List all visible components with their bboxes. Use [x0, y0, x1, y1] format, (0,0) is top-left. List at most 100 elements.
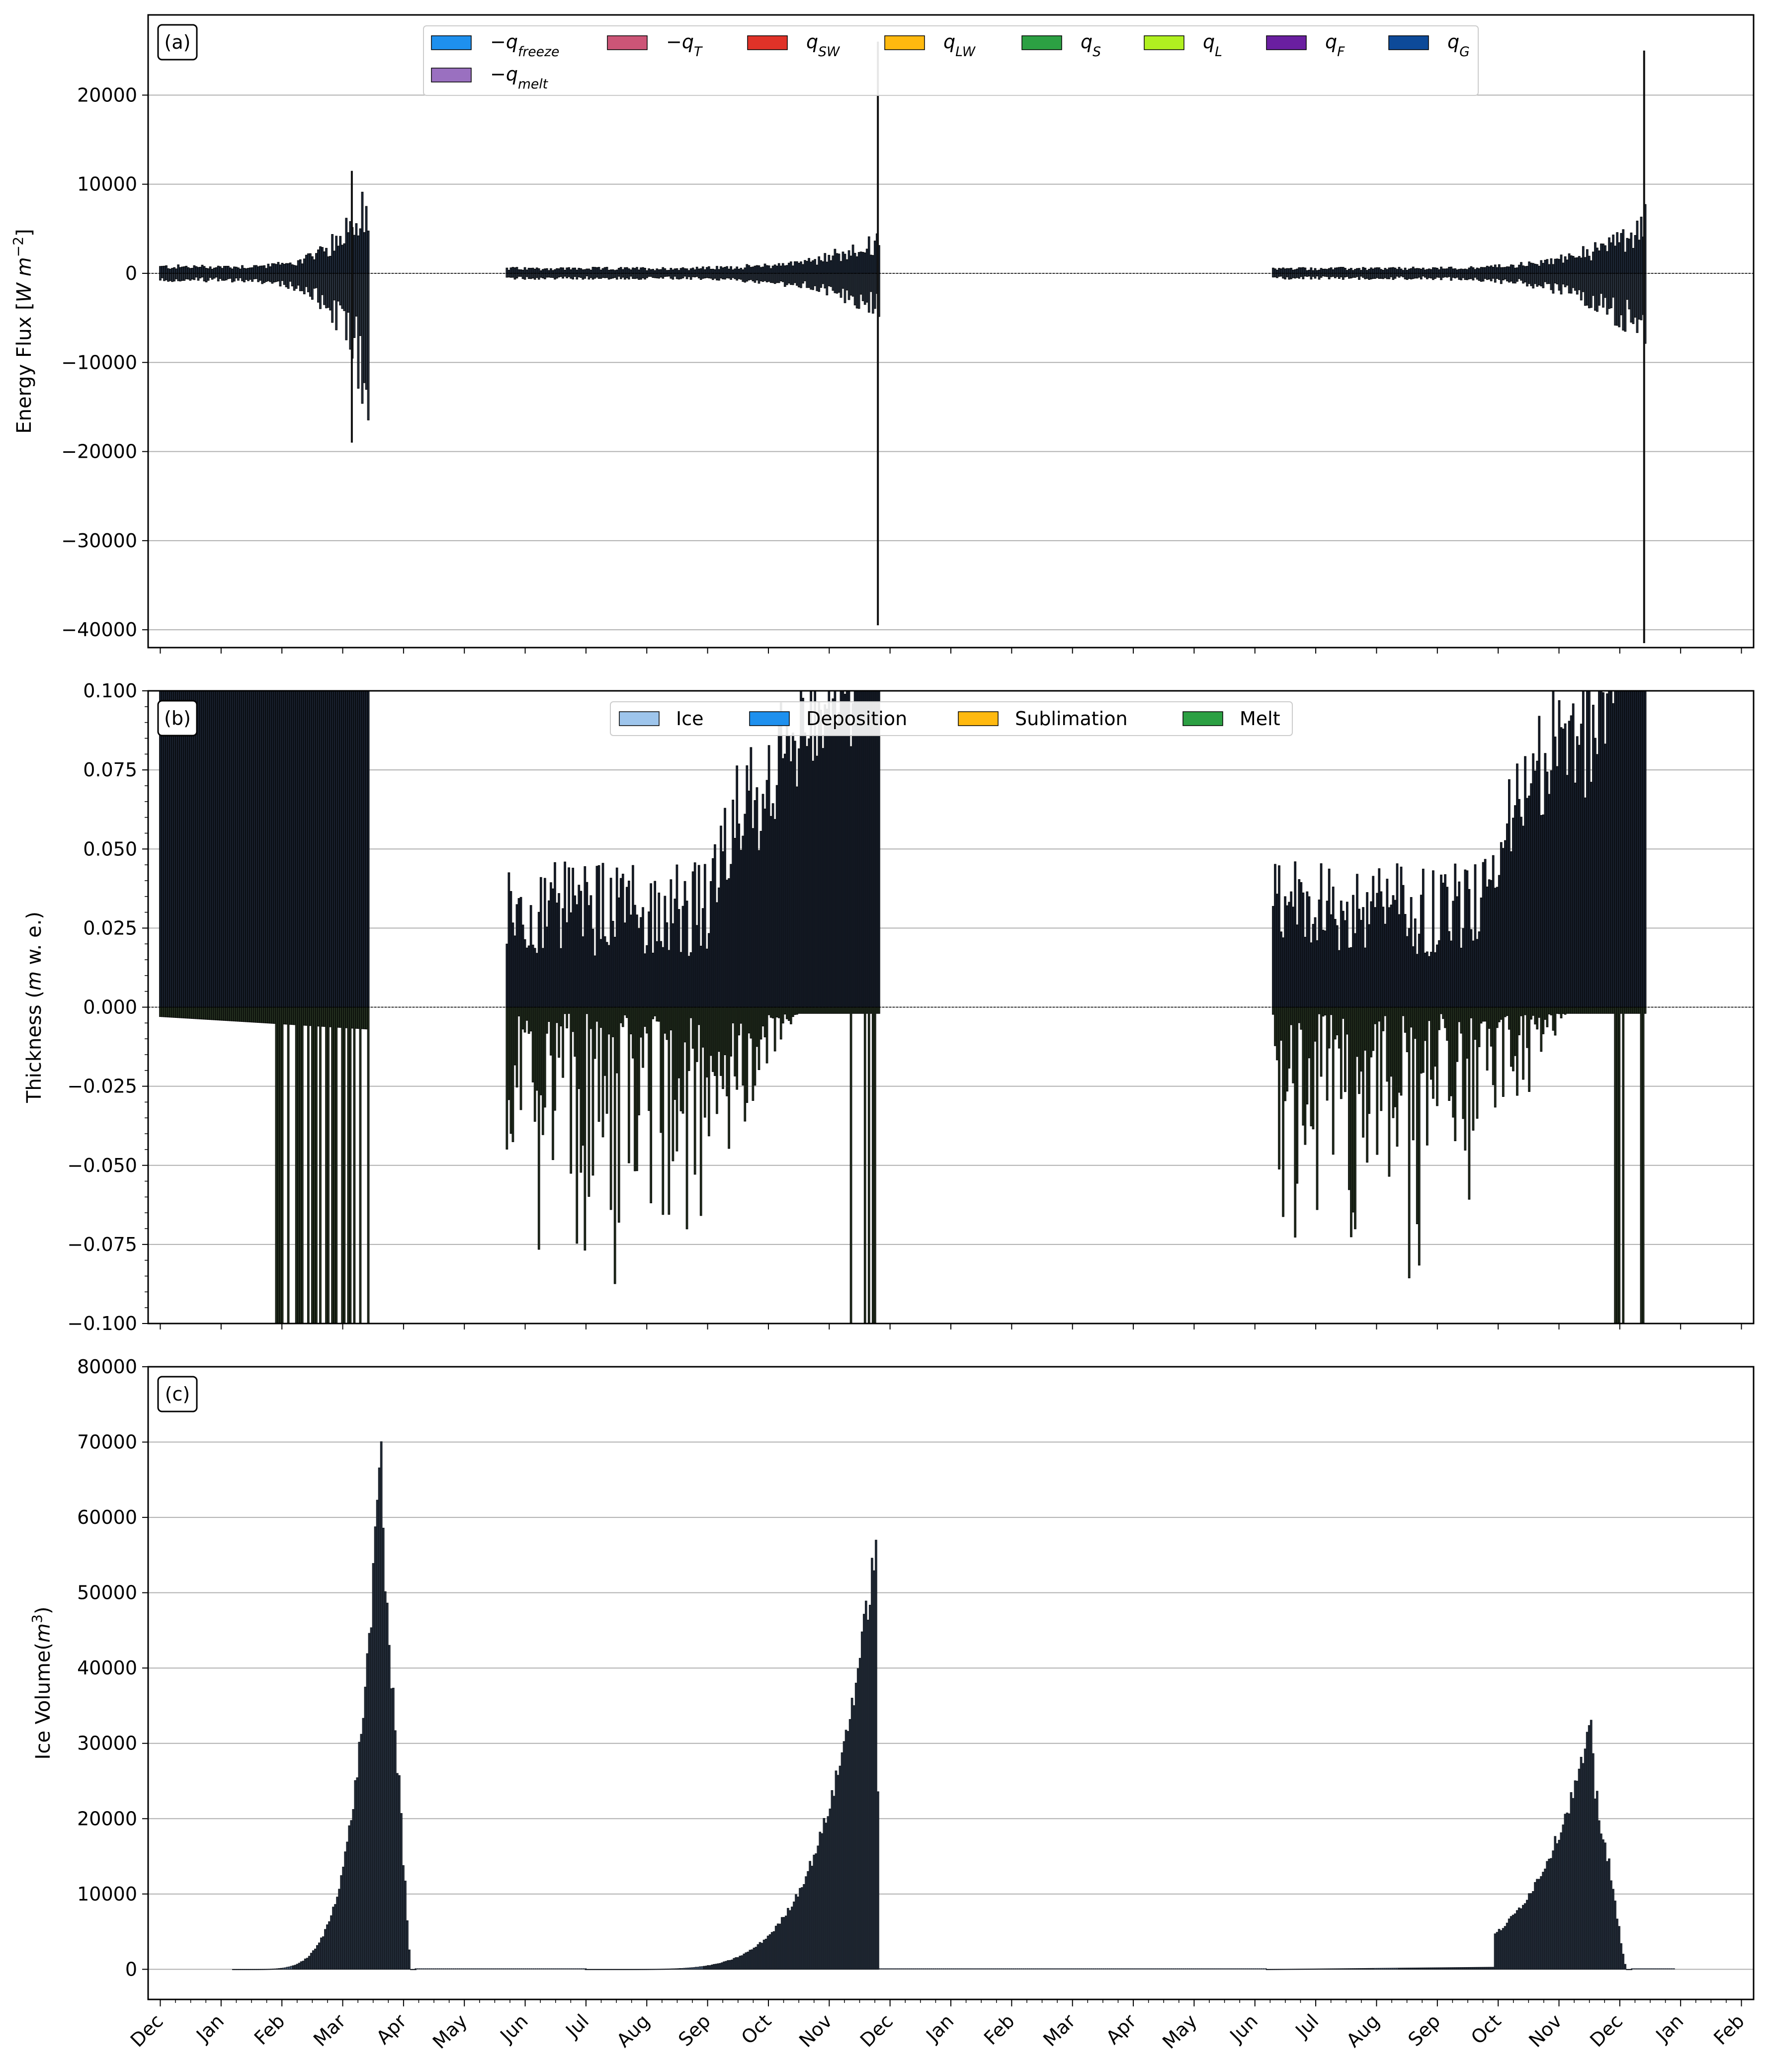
thickness-bar	[681, 906, 684, 1007]
thickness-bar	[223, 691, 226, 1007]
thickness-bar	[251, 1007, 253, 1023]
flux-bar	[785, 273, 788, 285]
thickness-bar	[1466, 870, 1469, 1008]
flux-bar	[1280, 268, 1282, 274]
volume-bar	[236, 1969, 239, 1970]
volume-bar	[961, 1968, 963, 1970]
flux-bar	[1492, 267, 1495, 274]
flux-bar	[1300, 267, 1303, 274]
thickness-bar	[201, 691, 204, 1007]
flux-bar	[666, 273, 669, 277]
volume-bar	[1355, 1968, 1358, 1970]
thickness-bar	[820, 710, 823, 1007]
volume-bar	[625, 1969, 627, 1970]
legend-label: qF	[1325, 31, 1345, 60]
thickness-bar	[847, 691, 850, 1007]
thickness-bar	[1556, 1007, 1559, 1014]
volume-bar	[1410, 1968, 1413, 1970]
thickness-bar	[1370, 901, 1373, 1007]
thickness-bar	[337, 1007, 340, 1028]
thickness-bar	[309, 1007, 312, 1026]
thickness-bar	[1608, 1007, 1610, 1014]
thickness-bar	[761, 1007, 764, 1027]
thickness-bar	[1642, 691, 1645, 1007]
flux-bar	[628, 273, 630, 280]
legend-swatch	[1266, 35, 1307, 50]
flux-bar	[183, 266, 186, 274]
flux-bar	[648, 273, 650, 277]
panel-label-box	[157, 1376, 198, 1412]
flux-bar	[710, 269, 712, 274]
volume-bar	[489, 1968, 491, 1970]
volume-bar	[1269, 1969, 1272, 1970]
thickness-bar	[1644, 1007, 1647, 1014]
thickness-bar	[820, 1007, 823, 1014]
volume-bar	[967, 1968, 969, 1970]
flux-bar	[1290, 267, 1293, 274]
flux-bar	[191, 268, 194, 274]
thickness-bar	[365, 691, 368, 1007]
legend-swatch	[607, 35, 648, 50]
volume-bar	[310, 1953, 313, 1970]
flux-bar	[658, 269, 661, 274]
volume-bar	[1512, 1914, 1515, 1970]
thickness-bar	[794, 1007, 796, 1015]
thickness-bar	[217, 1007, 220, 1021]
flux-bar	[1332, 273, 1335, 277]
thickness-bar	[1468, 1007, 1471, 1200]
flux-bar	[703, 269, 706, 274]
flux-bar	[558, 268, 560, 274]
thickness-bar	[658, 892, 661, 1007]
flux-bar	[634, 268, 636, 274]
volume-bar	[963, 1968, 965, 1970]
volume-bar	[1284, 1969, 1286, 1970]
flux-bar	[842, 251, 844, 274]
flux-bar	[826, 273, 829, 296]
flux-bar	[1598, 250, 1600, 274]
volume-bar	[928, 1968, 931, 1970]
flux-bar	[872, 273, 874, 314]
thickness-bar	[701, 1007, 704, 1048]
legend-label: qL	[1203, 31, 1222, 60]
volume-bar	[799, 1888, 801, 1970]
thickness-bar	[191, 691, 194, 1007]
volume-bar	[1149, 1968, 1151, 1970]
thickness-bar	[552, 1007, 554, 1160]
flux-bar	[838, 253, 841, 274]
volume-bar	[549, 1968, 551, 1970]
x-tick-label: Sep	[674, 2010, 715, 2051]
flux-bar	[1276, 273, 1278, 278]
thickness-bar	[1376, 1007, 1379, 1155]
flux-bar	[550, 268, 552, 274]
volume-bar	[629, 1969, 631, 1970]
flux-bar	[507, 273, 510, 278]
volume-bar	[938, 1968, 941, 1970]
volume-bar	[901, 1968, 903, 1970]
volume-bar	[643, 1969, 645, 1970]
flux-bar	[699, 268, 702, 274]
volume-bar	[825, 1823, 828, 1970]
thickness-bar	[840, 691, 842, 1007]
flux-bar	[319, 246, 322, 274]
thickness-bar	[317, 1007, 320, 1027]
flux-bar	[237, 267, 240, 274]
volume-bar	[250, 1969, 253, 1970]
volume-bar	[995, 1968, 997, 1970]
flux-bar	[543, 268, 546, 274]
thickness-bar	[349, 1007, 352, 1324]
thickness-bar	[1314, 1007, 1317, 1042]
thickness-bar	[1578, 1007, 1581, 1014]
thickness-bar	[1516, 763, 1518, 1007]
flux-bar	[1554, 273, 1557, 284]
thickness-bar	[1468, 889, 1471, 1007]
thickness-bar	[648, 1007, 650, 1111]
flux-bar	[812, 273, 814, 290]
flux-bar	[1338, 273, 1341, 279]
volume-bar	[1197, 1968, 1199, 1970]
thickness-bar	[1352, 1007, 1354, 1213]
volume-bar	[1620, 1943, 1622, 1970]
thickness-bar	[1590, 782, 1593, 1007]
thickness-bar	[311, 691, 314, 1007]
flux-bar	[664, 268, 667, 274]
flux-bar	[1386, 269, 1389, 274]
